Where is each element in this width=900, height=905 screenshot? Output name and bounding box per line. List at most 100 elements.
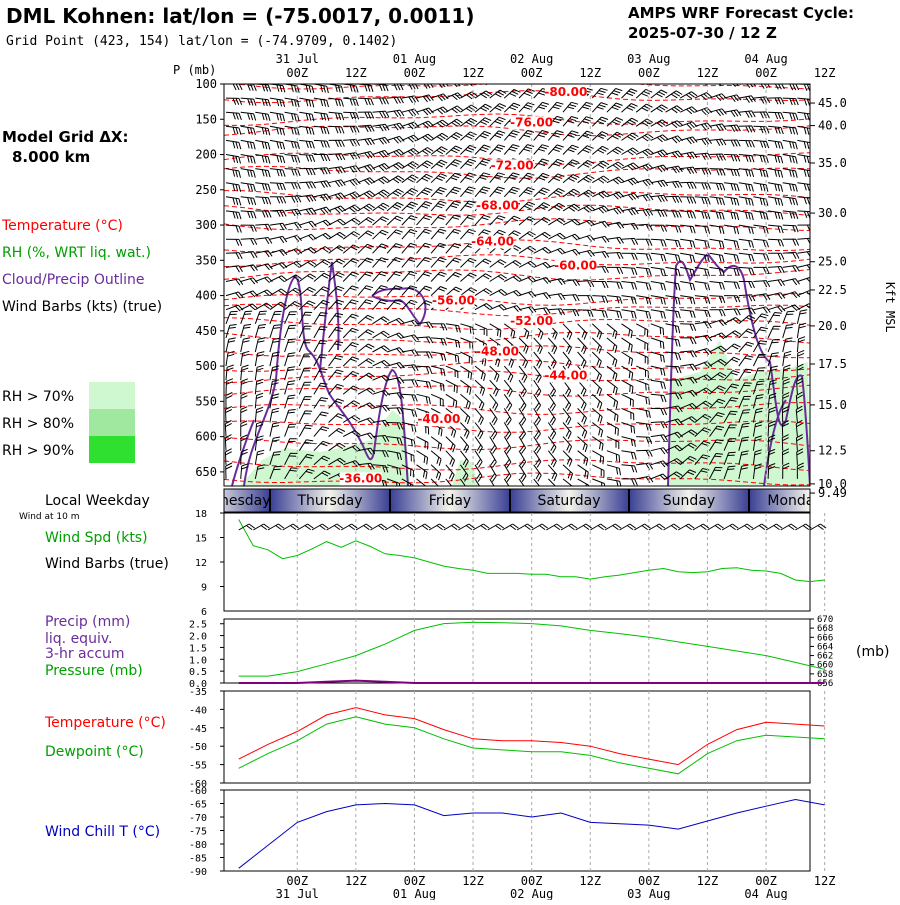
wind-barb <box>767 325 781 339</box>
wind-barb <box>577 234 595 242</box>
wind-barb <box>372 243 389 254</box>
right-tick-label: 660 <box>817 661 833 671</box>
top-hour-label: 12Z <box>462 66 484 80</box>
wind-barb <box>782 125 799 135</box>
wind-barb <box>313 455 331 466</box>
surface-wind-barb <box>531 523 548 531</box>
surface-wind-barb <box>692 523 710 531</box>
wind-barb <box>284 208 302 217</box>
isotherm-label: -76.00 <box>510 115 553 129</box>
weekday-cell <box>270 489 390 512</box>
surface-wind-barb <box>472 523 490 531</box>
wind-barb <box>430 242 447 254</box>
wind-barb <box>284 154 301 163</box>
wind-barb <box>401 364 419 372</box>
wind-barb <box>606 161 625 170</box>
wind-barb <box>621 162 639 171</box>
surface-wind-barb <box>546 523 563 531</box>
wind-barb <box>284 380 296 395</box>
wind-barb <box>240 224 257 232</box>
wind-barb <box>796 336 806 353</box>
wind-barb <box>430 478 439 486</box>
isotherm-label-bg <box>432 294 475 308</box>
wind-barb <box>503 88 521 99</box>
wind-barb <box>518 436 527 454</box>
wind-barb <box>342 400 361 409</box>
wind-barb <box>445 257 462 268</box>
left-tick-label: 0.0 <box>189 679 207 690</box>
surface-wind-barb <box>311 523 329 531</box>
wind-barb <box>342 415 361 423</box>
pressure-label: Pressure (mb) <box>45 663 143 679</box>
wind-barb <box>416 285 433 296</box>
wind-barb <box>724 266 740 276</box>
isotherm-label-bg <box>417 413 460 427</box>
rh-legend: RH > 70% RH > 80% RH > 90% <box>2 382 135 463</box>
wind-barb <box>709 182 726 191</box>
wind-barb <box>518 172 535 184</box>
wind-barb <box>386 243 403 254</box>
wind-barb <box>768 97 785 105</box>
left-tick-label: -65 <box>189 800 207 811</box>
wind-barb <box>401 134 420 143</box>
wind-barb <box>709 252 725 263</box>
wind-barb <box>474 464 483 482</box>
wind-barb <box>767 448 776 465</box>
wind-barb <box>328 272 345 282</box>
wind-barb <box>225 125 242 135</box>
wind-barb <box>328 355 344 367</box>
wind-barb <box>357 216 375 226</box>
isotherm-line <box>224 317 810 331</box>
wind-barb <box>533 450 542 468</box>
wind-barb <box>328 192 346 201</box>
precip-pressure-panel: 0.00.51.01.52.02.5 656658660662664666668… <box>45 614 889 690</box>
surface-wind-barb <box>384 523 402 531</box>
wind-barb <box>591 393 603 410</box>
wind-barb <box>782 448 790 465</box>
wind-barb <box>386 148 405 157</box>
wind-barb <box>284 311 297 325</box>
wind-barb <box>430 365 446 377</box>
isotherm-label: -80.00 <box>544 85 587 99</box>
wind-barb <box>372 419 390 427</box>
wind-barb <box>269 125 285 136</box>
wind-barb <box>621 464 638 473</box>
wind-barb <box>254 337 266 353</box>
wind-barb <box>342 299 359 311</box>
wind-barb <box>386 229 403 240</box>
wind-barb <box>709 123 727 132</box>
wind-barb <box>284 287 302 297</box>
wind-barb <box>255 139 271 150</box>
wind-barb <box>430 119 449 128</box>
wind-barb <box>474 436 483 454</box>
wind-barb <box>768 238 784 247</box>
wind-barb <box>372 149 390 158</box>
wind-barb <box>723 410 738 423</box>
wind-barb <box>768 224 784 234</box>
wind-barb <box>269 451 281 465</box>
wind-barb <box>328 258 346 268</box>
wind-barb <box>723 465 736 480</box>
wind-barb <box>621 117 639 127</box>
surface-wind-barb <box>282 523 299 531</box>
wind-barb <box>606 102 623 113</box>
wind-barb <box>460 91 478 100</box>
wind-barb <box>665 337 681 347</box>
wind-barb <box>504 84 506 85</box>
surface-wind-barb <box>370 523 387 531</box>
wind-barb <box>387 450 402 461</box>
weekday-label: Wednesday <box>189 493 270 509</box>
wind-barb <box>225 392 233 409</box>
wind-barb <box>533 351 543 369</box>
wind-barb <box>460 287 478 296</box>
wind-barb <box>679 91 698 100</box>
wind-barb <box>562 394 572 412</box>
wind-barb <box>635 133 654 142</box>
wind-barb <box>562 436 573 454</box>
wind-barb <box>562 203 581 212</box>
wind-barb <box>445 243 462 254</box>
wind-barb <box>606 236 624 244</box>
wind-barb <box>709 153 726 161</box>
wind-barb <box>809 395 810 398</box>
